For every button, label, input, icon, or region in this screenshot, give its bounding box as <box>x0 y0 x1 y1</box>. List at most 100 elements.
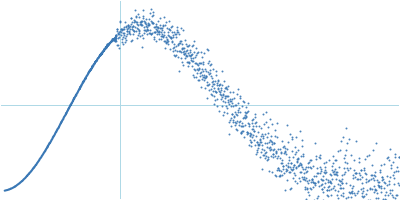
Point <box>216 84 222 87</box>
Point <box>192 56 198 59</box>
Point <box>258 150 264 153</box>
Point <box>223 86 230 89</box>
Point <box>140 26 147 29</box>
Point <box>333 173 339 176</box>
Point <box>318 187 325 191</box>
Point <box>218 70 225 73</box>
Point <box>293 135 300 139</box>
Point <box>126 26 132 29</box>
Point <box>281 151 288 154</box>
Point <box>193 53 200 56</box>
Point <box>128 28 135 31</box>
Point <box>190 44 196 47</box>
Point <box>392 196 398 199</box>
Point <box>361 168 367 171</box>
Point <box>181 47 187 50</box>
Point <box>240 136 247 139</box>
Point <box>331 184 338 187</box>
Point <box>224 94 231 97</box>
Point <box>224 111 230 114</box>
Point <box>242 113 248 116</box>
Point <box>330 169 337 173</box>
Point <box>228 104 234 108</box>
Point <box>118 28 124 31</box>
Point <box>152 31 158 34</box>
Point <box>344 166 350 169</box>
Point <box>325 185 332 188</box>
Point <box>246 124 252 127</box>
Point <box>376 184 382 188</box>
Point <box>302 178 308 181</box>
Point <box>130 24 136 28</box>
Point <box>314 172 321 175</box>
Point <box>249 121 255 124</box>
Point <box>254 140 260 144</box>
Point <box>204 81 210 84</box>
Point <box>261 132 268 135</box>
Point <box>366 199 372 200</box>
Point <box>129 38 136 41</box>
Point <box>226 132 232 136</box>
Point <box>310 180 316 184</box>
Point <box>129 20 135 23</box>
Point <box>234 128 240 132</box>
Point <box>387 189 393 192</box>
Point <box>213 73 219 77</box>
Point <box>260 149 267 152</box>
Point <box>351 169 357 172</box>
Point <box>175 43 182 46</box>
Point <box>352 171 358 175</box>
Point <box>163 41 170 44</box>
Point <box>370 191 377 194</box>
Point <box>173 28 180 32</box>
Point <box>375 184 382 188</box>
Point <box>166 35 172 38</box>
Point <box>381 180 387 184</box>
Point <box>350 185 357 188</box>
Point <box>167 36 174 39</box>
Point <box>186 54 192 57</box>
Point <box>189 60 195 63</box>
Point <box>277 170 284 173</box>
Point <box>384 193 391 197</box>
Point <box>317 157 323 160</box>
Point <box>364 189 371 192</box>
Point <box>237 110 244 114</box>
Point <box>243 111 249 115</box>
Point <box>225 99 232 102</box>
Point <box>241 115 247 119</box>
Point <box>135 12 142 15</box>
Point <box>265 157 271 160</box>
Point <box>386 183 392 186</box>
Point <box>241 110 248 113</box>
Point <box>250 127 257 130</box>
Point <box>212 90 218 93</box>
Point <box>319 183 325 186</box>
Point <box>210 67 217 71</box>
Point <box>274 136 280 139</box>
Point <box>289 135 295 138</box>
Point <box>144 33 150 36</box>
Point <box>350 158 357 162</box>
Point <box>139 45 145 48</box>
Point <box>264 141 270 145</box>
Point <box>290 171 297 175</box>
Point <box>318 168 324 171</box>
Point <box>363 192 369 195</box>
Point <box>144 28 150 31</box>
Point <box>137 20 144 23</box>
Point <box>249 128 255 131</box>
Point <box>140 14 146 18</box>
Point <box>378 184 384 187</box>
Point <box>167 47 173 50</box>
Point <box>140 36 146 39</box>
Point <box>156 37 163 41</box>
Point <box>266 141 272 144</box>
Point <box>122 24 129 27</box>
Point <box>143 25 150 28</box>
Point <box>378 163 384 166</box>
Point <box>120 36 126 39</box>
Point <box>299 166 305 169</box>
Point <box>128 17 134 20</box>
Point <box>202 76 208 79</box>
